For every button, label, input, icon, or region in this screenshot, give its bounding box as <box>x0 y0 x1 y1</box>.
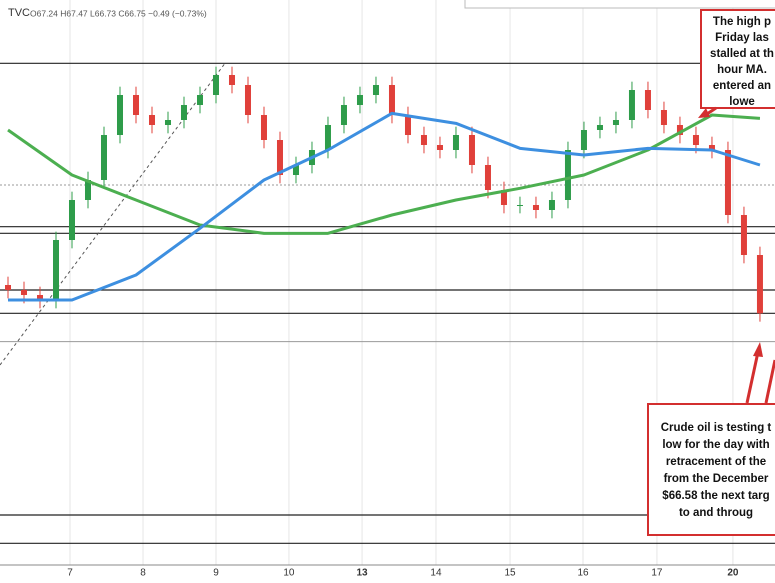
candle-body <box>324 125 331 150</box>
candle-body <box>132 95 139 115</box>
candle-body <box>196 95 203 105</box>
annotation-line: hour MA. <box>717 64 767 76</box>
candle-body <box>52 240 59 300</box>
arrow <box>764 359 775 404</box>
candle-body <box>372 85 379 95</box>
candle-body <box>724 150 731 215</box>
candle-body <box>148 115 155 125</box>
candle-body <box>500 190 507 205</box>
candle-body <box>516 205 523 206</box>
candle-body <box>228 75 235 85</box>
x-tick-label: 8 <box>140 568 146 579</box>
candle-body <box>580 130 587 150</box>
annotation-line: Friday las <box>715 32 769 44</box>
x-tick-label: 13 <box>356 568 368 579</box>
candle-body <box>100 135 107 180</box>
candle-body <box>436 145 443 150</box>
candle-body <box>660 110 667 125</box>
candle-body <box>260 115 267 140</box>
candle-body <box>244 85 251 115</box>
moving-average <box>7 111 761 302</box>
candle-body <box>356 95 363 105</box>
candle-body <box>692 135 699 145</box>
x-tick-label: 14 <box>430 568 442 579</box>
symbol: TVC <box>8 7 30 19</box>
annotation-line: to and throug <box>679 507 753 519</box>
candle-body <box>612 120 619 125</box>
annotation-line: stalled at th <box>710 48 774 60</box>
candle-body <box>676 125 683 135</box>
x-tick-label: 10 <box>283 568 295 579</box>
candle-body <box>164 120 171 125</box>
candle-body <box>452 135 459 150</box>
candle-body <box>420 135 427 145</box>
annotation-line: lowe <box>729 96 755 108</box>
annotation-line: The high p <box>713 16 771 28</box>
x-tick-label: 7 <box>67 568 73 579</box>
candle-body <box>212 75 219 95</box>
annotation-line: retracement of the <box>666 456 766 468</box>
candle-body <box>644 90 651 110</box>
plot <box>0 63 763 366</box>
candle-body <box>388 85 395 115</box>
candle-body <box>548 200 555 210</box>
candle-body <box>84 180 91 200</box>
candle-body <box>564 150 571 200</box>
x-tick-label: 15 <box>504 568 516 579</box>
annotation-line: $66.58 the next targ <box>662 490 769 502</box>
candle-body <box>532 205 539 210</box>
candle-body <box>484 165 491 190</box>
candle-body <box>276 140 283 175</box>
arrow <box>745 351 760 404</box>
annotation: Crude oil is testing t low for the day wi… <box>661 422 772 519</box>
x-tick-label: 16 <box>577 568 589 579</box>
annotation-line: entered an <box>713 80 771 92</box>
annotation-line: from the December <box>664 473 769 485</box>
annotation-box <box>700 9 775 109</box>
x-tick-label: 9 <box>213 568 219 579</box>
candle-body <box>468 135 475 165</box>
candle-body <box>68 200 75 240</box>
x-tick-label: 20 <box>727 568 739 579</box>
candle-body <box>180 105 187 120</box>
candle-body <box>404 115 411 135</box>
x-tick-label: 17 <box>651 568 663 579</box>
candle-body <box>596 125 603 130</box>
moving-average <box>7 113 761 235</box>
annotation-box <box>647 403 775 536</box>
arrow-head <box>753 342 763 357</box>
candle-body <box>340 105 347 125</box>
candle-body <box>20 290 27 295</box>
candle-body <box>756 255 763 314</box>
candle-body <box>292 165 299 175</box>
trendline <box>0 63 226 366</box>
levels <box>0 62 775 544</box>
arrow-head <box>698 108 710 118</box>
candle-body <box>740 215 747 255</box>
candle-body <box>628 90 635 120</box>
candle-body <box>36 295 43 300</box>
top-panel <box>464 0 775 9</box>
quote: O67.24 H67.47 L66.73 C66.75 −0.49 (−0.73… <box>30 8 207 18</box>
candle-body <box>708 145 715 150</box>
annotation-line: low for the day with <box>662 439 769 451</box>
annotation-line: Crude oil is testing t <box>661 422 772 434</box>
candle-body <box>4 285 11 290</box>
candle-body <box>116 95 123 135</box>
annotation: The high p Friday las stalled at th hour MA… <box>710 16 774 108</box>
